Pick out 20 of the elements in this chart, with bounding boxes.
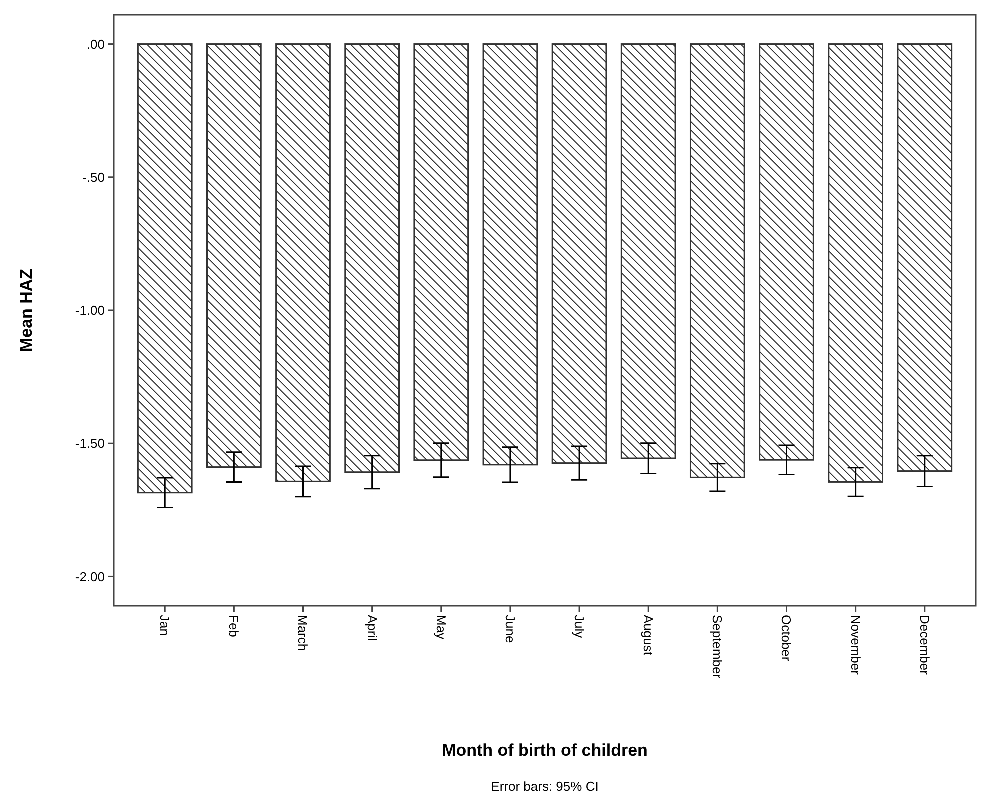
y-axis-title: Mean HAZ bbox=[17, 268, 36, 352]
x-tick-label: June bbox=[502, 615, 518, 644]
x-axis-title: Month of birth of children bbox=[442, 741, 648, 760]
y-tick-label: -2.00 bbox=[75, 569, 105, 584]
x-tick-label: August bbox=[641, 615, 656, 656]
text: Error bars: 95% CI bbox=[491, 779, 599, 794]
x-tick-label: November bbox=[848, 615, 864, 676]
x-tick-label: September bbox=[710, 615, 726, 680]
y-tick-label: -1.00 bbox=[75, 303, 105, 318]
y-tick-label: .00 bbox=[86, 36, 105, 52]
x-tick-label: Jan bbox=[158, 615, 173, 636]
y-tick-label: -1.50 bbox=[75, 436, 105, 452]
x-tick-label: December bbox=[917, 615, 932, 676]
x-tick-label: March bbox=[296, 615, 311, 652]
x-tick-label: Feb bbox=[226, 615, 242, 638]
x-tick-label: October bbox=[779, 615, 794, 662]
y-tick-label: -.50 bbox=[82, 170, 105, 185]
x-tick-label: July bbox=[572, 615, 587, 639]
x-tick-label: April bbox=[364, 615, 380, 642]
x-tick-label: May bbox=[434, 615, 449, 640]
